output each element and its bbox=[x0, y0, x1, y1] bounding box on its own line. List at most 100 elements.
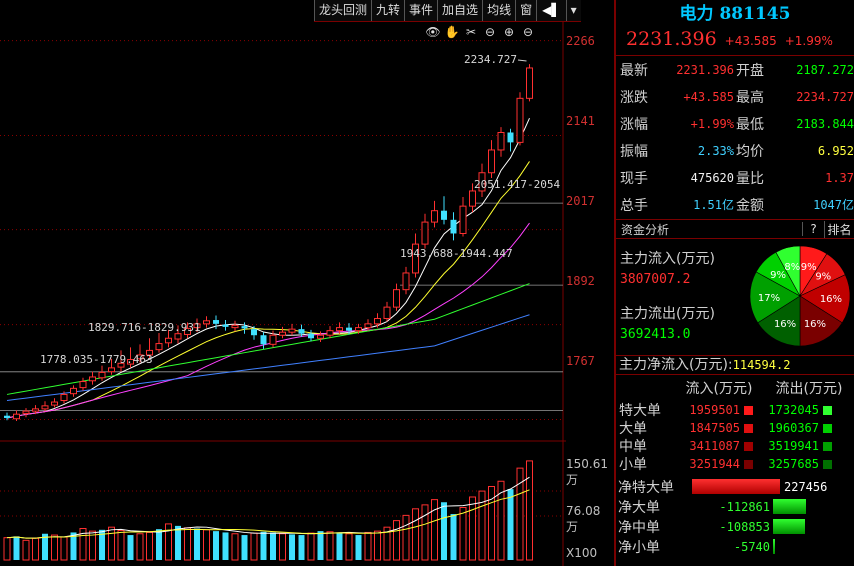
price-tick-label: 2266 bbox=[566, 34, 595, 48]
volume-bar bbox=[317, 531, 324, 560]
volume-bar bbox=[175, 525, 181, 560]
flow-row: 特大单 1959501 1732045 bbox=[616, 401, 854, 419]
price-change: +43.585 bbox=[724, 34, 777, 48]
candle-body bbox=[507, 132, 514, 143]
candle-body bbox=[108, 367, 115, 373]
volume-bar bbox=[3, 537, 11, 561]
main-inflow-value: 3807007.2 bbox=[620, 272, 691, 287]
quote-label: 振幅 bbox=[620, 143, 648, 160]
pie-slice-label: 9% bbox=[770, 270, 786, 281]
flow-row-label: 小单 bbox=[619, 457, 647, 473]
volume-bar bbox=[260, 531, 267, 560]
pie-slice-label: 16% bbox=[820, 294, 842, 305]
collapse-arrow-icon[interactable]: ◀▌ bbox=[536, 0, 566, 21]
volume-ma5-line bbox=[6, 476, 530, 539]
outflow-value: 1732045 bbox=[768, 403, 819, 417]
eye-icon[interactable]: 👁 bbox=[425, 25, 441, 39]
quote-value: 1.51亿 bbox=[693, 198, 734, 212]
help-button[interactable]: ? bbox=[802, 222, 824, 236]
volume-bar bbox=[70, 532, 77, 560]
resistance-annotation: 1943.688-1944.447 bbox=[400, 247, 513, 260]
pie-slice-label: 16% bbox=[804, 319, 826, 330]
quote-label: 最高 bbox=[736, 89, 764, 106]
scissors-icon[interactable]: ✂ bbox=[465, 25, 477, 39]
pie-slice-label: 9% bbox=[815, 271, 831, 282]
volume-bar bbox=[450, 514, 457, 560]
kline-chart[interactable] bbox=[0, 0, 566, 566]
volume-bar bbox=[156, 529, 162, 560]
volume-bar bbox=[383, 526, 391, 561]
ma60-line bbox=[6, 283, 530, 395]
dragon-backtest-button[interactable]: 龙头回测 bbox=[314, 0, 372, 21]
ma5-line bbox=[6, 118, 530, 419]
candle-body bbox=[165, 337, 172, 344]
candle-body bbox=[393, 289, 400, 308]
quote-value: 2.33% bbox=[697, 143, 734, 158]
candle-body bbox=[79, 381, 87, 389]
candle-body bbox=[431, 210, 438, 223]
volume-bar bbox=[250, 532, 258, 561]
price-tick-label: 2017 bbox=[566, 194, 595, 208]
dropdown-icon[interactable]: ▾ bbox=[565, 0, 581, 21]
inflow-value: 1959501 bbox=[689, 403, 740, 417]
inflow-value: 1847505 bbox=[689, 421, 740, 435]
window-button[interactable]: 窗 bbox=[515, 0, 537, 21]
candle-body bbox=[241, 326, 248, 329]
quote-label: 涨跌 bbox=[620, 89, 648, 106]
quote-row: 最新 2231.396 开盘 2187.272 bbox=[616, 56, 854, 83]
quote-row: 涨幅 +1.99% 最低 2183.844 bbox=[616, 110, 854, 137]
quote-row: 涨跌 +43.585 最高 2234.727 bbox=[616, 83, 854, 110]
quote-panel: 电力 881145 2231.396 +43.585 +1.99% 最新 223… bbox=[614, 0, 854, 566]
volume-bar bbox=[355, 535, 362, 560]
zoom-in-icon[interactable]: ⊕ bbox=[503, 25, 515, 39]
quote-value: 2187.272 bbox=[796, 62, 854, 77]
quote-value: 2231.396 bbox=[676, 62, 734, 77]
volume-bar bbox=[42, 533, 48, 560]
inflow-swatch bbox=[744, 423, 753, 433]
candle-body bbox=[136, 354, 144, 360]
net-flow-row: 净特大单 227456 bbox=[616, 477, 854, 496]
net-flow-label: 净特大单 bbox=[618, 479, 674, 496]
volume-unit-label: X100 bbox=[566, 546, 598, 560]
net-flow-row: 净小单 -5740 bbox=[616, 537, 854, 556]
nine-turn-button[interactable]: 九转 bbox=[371, 0, 405, 21]
add-watchlist-button[interactable]: 加自选 bbox=[437, 0, 483, 21]
inflow-swatch bbox=[744, 405, 753, 415]
moving-average-button[interactable]: 均线 bbox=[482, 0, 516, 21]
candle-body bbox=[193, 323, 201, 329]
volume-bar bbox=[165, 523, 172, 561]
main-inflow-label: 主力流入(万元) bbox=[620, 251, 715, 267]
volume-bar bbox=[270, 532, 276, 560]
candle-body bbox=[412, 243, 419, 274]
quote-label: 总手 bbox=[620, 197, 648, 214]
outflow-value: 3257685 bbox=[768, 457, 819, 471]
volume-bar bbox=[307, 532, 315, 561]
candle-body bbox=[89, 376, 96, 382]
volume-bar bbox=[402, 514, 410, 561]
candle-body bbox=[260, 335, 267, 345]
kline-chart-area[interactable]: 龙头回测 九转 事件 加自选 均线 窗 ◀▌ ▾ 👁 ✋ ✂ ⊖ ⊕ ⊖ 226… bbox=[0, 0, 608, 566]
candle-body bbox=[13, 413, 20, 420]
minus-circle-icon[interactable]: ⊖ bbox=[484, 25, 496, 39]
quote-value: 6.952 bbox=[817, 143, 854, 158]
volume-bar bbox=[298, 535, 305, 560]
candle-body bbox=[355, 327, 362, 332]
hand-icon[interactable]: ✋ bbox=[444, 25, 460, 39]
events-button[interactable]: 事件 bbox=[404, 0, 438, 21]
rank-button[interactable]: 排名 bbox=[824, 220, 854, 238]
quote-label: 现手 bbox=[620, 170, 648, 187]
candle-body bbox=[222, 324, 229, 327]
main-outflow-label: 主力流出(万元) bbox=[620, 306, 715, 322]
zoom-out-icon[interactable]: ⊖ bbox=[522, 25, 534, 39]
candle-body bbox=[98, 371, 106, 379]
volume-bar bbox=[364, 531, 372, 561]
quote-value: 1.37 bbox=[825, 170, 854, 185]
pie-slice bbox=[799, 274, 851, 324]
candle-body bbox=[4, 415, 10, 418]
support-annotation: 1829.716-1829.931 bbox=[88, 321, 201, 334]
candle-body bbox=[374, 318, 381, 325]
quote-label: 开盘 bbox=[736, 62, 764, 79]
quote-label: 均价 bbox=[736, 143, 764, 160]
quote-label: 最低 bbox=[736, 116, 764, 133]
quote-value: 2183.844 bbox=[796, 116, 854, 131]
